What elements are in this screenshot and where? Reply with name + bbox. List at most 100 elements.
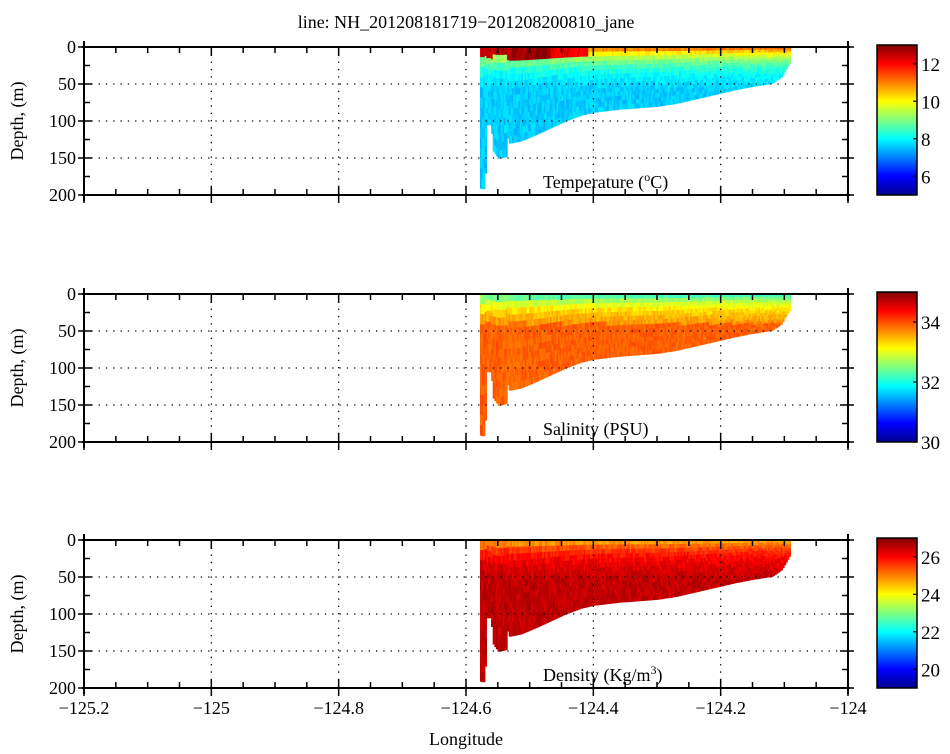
data-cell	[626, 86, 629, 92]
data-cell	[551, 81, 554, 88]
data-cell	[577, 71, 580, 78]
data-cell	[607, 316, 610, 322]
data-cell	[566, 304, 569, 311]
data-cell	[526, 378, 529, 386]
data-cell	[604, 60, 607, 66]
data-cell	[488, 299, 491, 306]
data-cell	[653, 298, 656, 303]
data-cell	[737, 71, 741, 75]
data-cell	[524, 359, 527, 367]
data-cell	[580, 342, 583, 349]
data-cell	[589, 317, 592, 323]
data-cell	[558, 310, 561, 317]
data-cell	[667, 322, 670, 328]
data-cell	[604, 353, 607, 359]
data-cell	[523, 327, 526, 335]
data-cell	[562, 331, 565, 338]
data-cell	[581, 327, 585, 334]
data-cell	[629, 311, 632, 317]
data-cell	[523, 307, 526, 315]
data-cell	[709, 304, 712, 309]
data-cell	[764, 68, 768, 72]
data-cell	[500, 309, 503, 319]
data-cell	[639, 94, 642, 100]
data-cell	[558, 69, 561, 76]
data-cell	[513, 321, 516, 329]
data-cell	[650, 340, 653, 346]
data-cell	[608, 83, 612, 89]
data-cell	[709, 307, 712, 312]
data-cell	[540, 126, 543, 133]
data-cell	[610, 69, 613, 75]
data-cell	[667, 302, 670, 307]
data-cell	[628, 77, 631, 83]
data-cell	[483, 117, 486, 129]
data-cell	[672, 294, 675, 299]
data-cell	[784, 62, 787, 66]
data-cell	[674, 71, 677, 76]
data-cell	[669, 67, 672, 73]
data-cell	[760, 79, 763, 83]
data-cell	[542, 65, 545, 72]
data-cell	[675, 326, 678, 331]
data-cell	[548, 358, 551, 365]
data-cell	[624, 82, 627, 88]
data-cell	[718, 73, 721, 78]
data-cell	[717, 317, 720, 322]
data-cell	[667, 79, 670, 85]
data-cell	[583, 85, 586, 91]
data-cell	[715, 80, 718, 85]
data-cell	[655, 332, 658, 337]
data-cell	[613, 78, 616, 84]
data-cell	[764, 52, 768, 56]
data-cell	[717, 83, 720, 88]
data-cell	[785, 48, 788, 51]
data-cell	[752, 49, 755, 54]
data-cell	[642, 55, 645, 61]
data-cell	[706, 61, 709, 66]
data-cell	[586, 355, 589, 362]
data-cell	[620, 86, 623, 92]
data-cell	[620, 82, 623, 88]
data-cell	[521, 107, 524, 115]
data-cell	[741, 47, 744, 51]
data-cell	[589, 51, 592, 57]
data-cell	[489, 310, 492, 317]
data-cell	[542, 360, 545, 367]
data-cell	[521, 87, 524, 95]
data-cell	[766, 47, 769, 51]
data-cell	[561, 63, 564, 70]
data-cell	[621, 82, 624, 88]
data-cell	[610, 334, 613, 340]
data-cell	[524, 379, 527, 387]
data-cell	[683, 321, 686, 326]
data-cell	[696, 312, 699, 317]
data-cell	[620, 307, 623, 313]
data-cell	[656, 302, 659, 308]
data-cell	[679, 62, 682, 68]
data-cell	[515, 375, 518, 383]
data-cell	[750, 58, 753, 62]
data-cell	[510, 348, 513, 357]
data-cell	[610, 343, 613, 349]
data-cell	[553, 339, 556, 346]
data-cell	[686, 66, 690, 71]
data-cell	[753, 52, 756, 56]
data-cell	[529, 85, 532, 93]
data-cell	[569, 57, 572, 64]
data-cell	[532, 363, 535, 371]
data-cell	[585, 308, 588, 314]
data-cell	[664, 318, 667, 324]
data-cell	[596, 294, 599, 300]
data-cell	[491, 121, 494, 128]
data-cell	[725, 310, 728, 314]
data-cell	[581, 313, 585, 319]
data-cell	[698, 83, 701, 88]
data-cell	[589, 355, 592, 361]
data-cell	[543, 59, 546, 66]
data-cell	[502, 294, 505, 303]
data-cell	[760, 74, 763, 78]
data-cell	[524, 373, 527, 381]
data-cell	[601, 65, 604, 71]
data-cell	[556, 321, 559, 328]
